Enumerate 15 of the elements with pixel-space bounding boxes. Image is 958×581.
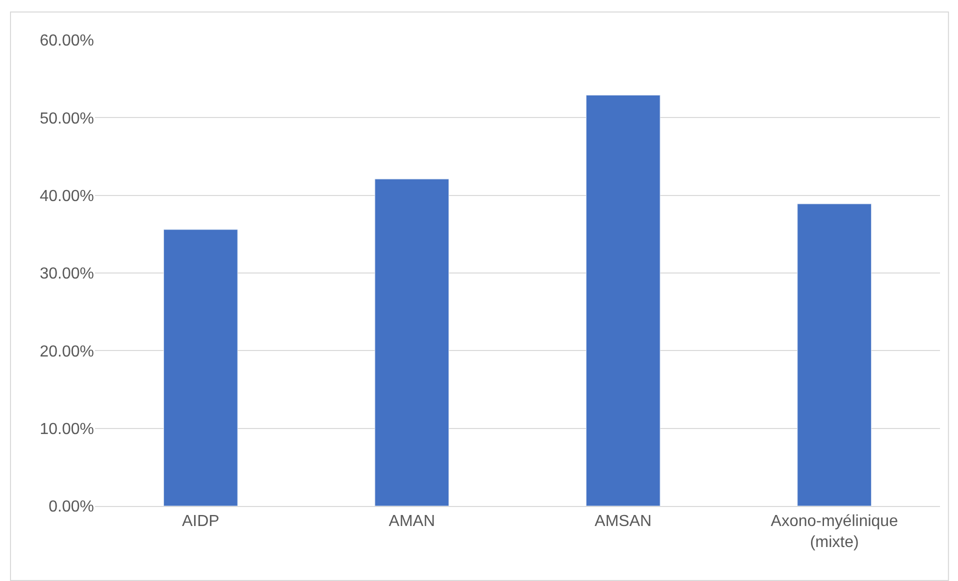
y-tick-label: 20.00% bbox=[40, 343, 94, 360]
y-tick-label: 60.00% bbox=[40, 32, 94, 50]
y-tick-label: 10.00% bbox=[40, 420, 94, 438]
bar bbox=[374, 178, 450, 506]
y-tick-label: 30.00% bbox=[40, 266, 94, 283]
bar bbox=[797, 204, 872, 506]
y-tick-label: 0.00% bbox=[48, 498, 94, 516]
x-tick-label: AMAN bbox=[388, 513, 435, 530]
y-tick-label: 40.00% bbox=[40, 188, 94, 205]
x-tick-label: AIDP bbox=[182, 513, 220, 530]
x-tick-label: AMSAN bbox=[594, 513, 652, 530]
x-tick-label: Axono-myélinique (mixte) bbox=[770, 513, 898, 551]
bar bbox=[586, 94, 660, 506]
y-tick-label: 50.00% bbox=[40, 110, 94, 128]
bar bbox=[163, 229, 238, 506]
